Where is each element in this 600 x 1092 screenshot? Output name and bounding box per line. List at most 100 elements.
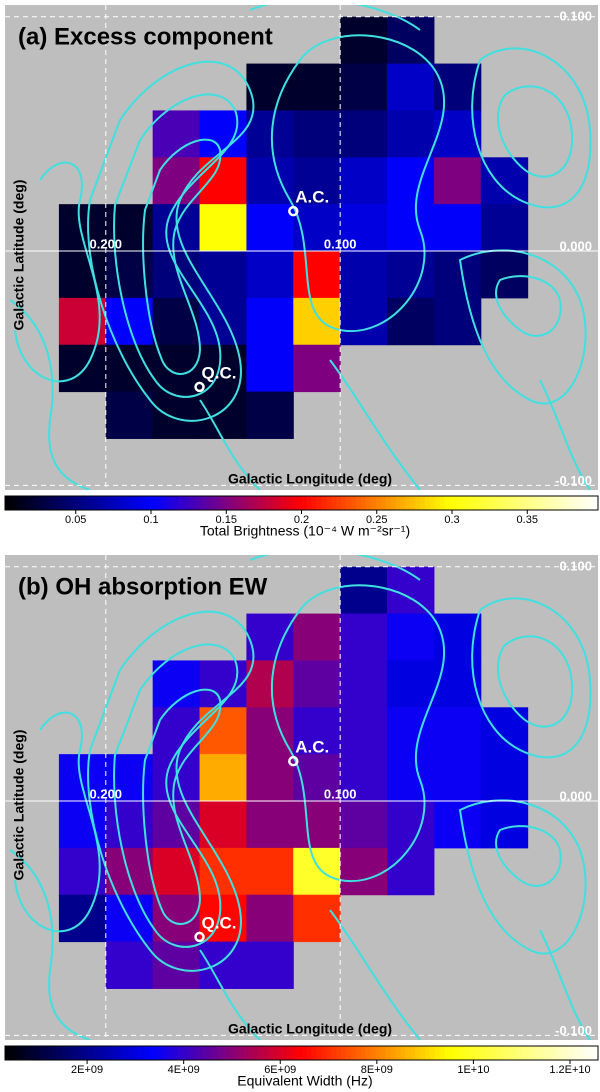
colorbar-segment bbox=[69, 1046, 75, 1060]
map bbox=[9, 5, 592, 490]
colorbar-segment bbox=[34, 1046, 41, 1060]
colorbar-segment bbox=[454, 496, 461, 510]
colorbar-segment bbox=[504, 496, 510, 510]
colorbar-segment bbox=[187, 496, 194, 510]
pixel bbox=[246, 894, 294, 943]
colorbar-tick-label: 1E+10 bbox=[457, 1064, 489, 1076]
colorbar-segment bbox=[464, 1046, 471, 1060]
y-tick-label: -0.100 bbox=[555, 473, 592, 488]
pixel bbox=[340, 566, 388, 615]
pixel bbox=[387, 847, 435, 896]
colorbar-segment bbox=[518, 496, 525, 510]
colorbar-segment bbox=[425, 496, 431, 510]
pixel bbox=[58, 204, 107, 252]
pixel bbox=[152, 110, 201, 158]
pixel bbox=[387, 110, 435, 158]
colorbar-segment bbox=[108, 496, 115, 510]
colorbar-segment bbox=[257, 1046, 263, 1060]
panel-title: (b) OH absorption EW bbox=[18, 573, 268, 600]
pixel bbox=[293, 110, 341, 158]
colorbar-segment bbox=[118, 1046, 125, 1060]
colorbar-segment bbox=[108, 1046, 115, 1060]
colorbar-segment bbox=[64, 496, 70, 510]
colorbar-segment bbox=[242, 496, 248, 510]
colorbar-segment bbox=[395, 1046, 401, 1060]
colorbar-segment bbox=[548, 1046, 555, 1060]
pixel bbox=[246, 707, 294, 755]
pixel bbox=[199, 204, 247, 252]
pixel bbox=[246, 157, 294, 205]
pixel bbox=[340, 204, 388, 252]
colorbar-segment bbox=[173, 496, 179, 510]
pixel bbox=[246, 847, 294, 896]
contour bbox=[249, 5, 421, 31]
colorbar-segment bbox=[360, 1046, 367, 1060]
colorbar-segment bbox=[291, 496, 298, 510]
contour bbox=[87, 610, 255, 972]
colorbar-segment bbox=[355, 1046, 362, 1060]
colorbar-segment bbox=[19, 496, 26, 510]
colorbar-segment bbox=[573, 1046, 579, 1060]
colorbar-segment bbox=[449, 1046, 456, 1060]
pixel bbox=[293, 660, 341, 708]
colorbar-segment bbox=[212, 1046, 219, 1060]
colorbar-segment bbox=[538, 1046, 545, 1060]
colorbar-segment bbox=[538, 496, 545, 510]
colorbar-segment bbox=[168, 1046, 174, 1060]
pixel bbox=[58, 801, 107, 849]
pixel bbox=[340, 660, 388, 708]
contour bbox=[14, 161, 101, 383]
colorbar-segment bbox=[523, 496, 530, 510]
colorbar-segment bbox=[400, 1046, 406, 1060]
contour bbox=[9, 299, 91, 490]
colorbar-segment bbox=[316, 496, 322, 510]
colorbar-segment bbox=[533, 496, 540, 510]
colorbar-segment bbox=[98, 1046, 105, 1060]
pixel bbox=[293, 847, 341, 896]
colorbar-segment bbox=[232, 496, 238, 510]
colorbar-segment bbox=[54, 496, 60, 510]
x-tick-label: 0.100 bbox=[324, 786, 357, 801]
colorbar-segment bbox=[222, 496, 228, 510]
pixel bbox=[246, 941, 294, 989]
marker-label: A.C. bbox=[295, 738, 329, 757]
pixel bbox=[387, 660, 435, 708]
colorbar-segment bbox=[513, 1046, 520, 1060]
colorbar-segment bbox=[158, 496, 164, 510]
colorbar-segment bbox=[370, 1046, 377, 1060]
colorbar-segment bbox=[44, 1046, 51, 1060]
colorbar-segment bbox=[513, 496, 520, 510]
colorbar-segment bbox=[227, 496, 233, 510]
contour bbox=[142, 688, 222, 925]
colorbar-segment bbox=[509, 496, 515, 510]
colorbar-segment bbox=[578, 1046, 584, 1060]
colorbar-segment bbox=[197, 496, 204, 510]
colorbar-segment bbox=[593, 496, 599, 510]
pixel bbox=[340, 613, 388, 661]
colorbar-segment bbox=[286, 1046, 293, 1060]
colorbar-segment bbox=[316, 1046, 322, 1060]
pixel bbox=[152, 157, 201, 205]
pixel bbox=[58, 754, 107, 802]
colorbar-segment bbox=[479, 1046, 485, 1060]
colorbar-segment bbox=[59, 1046, 65, 1060]
colorbar-segment bbox=[237, 496, 243, 510]
pixel bbox=[293, 801, 341, 849]
colorbar-segment bbox=[281, 496, 288, 510]
pixel bbox=[480, 251, 529, 299]
contour bbox=[496, 85, 574, 178]
colorbar-segment bbox=[123, 496, 130, 510]
colorbar-segment bbox=[484, 1046, 490, 1060]
colorbar-segment bbox=[207, 496, 214, 510]
pixel bbox=[246, 391, 294, 439]
colorbar-segment bbox=[182, 496, 189, 510]
colorbar-segment bbox=[553, 1046, 560, 1060]
x-tick-label: 0.100 bbox=[324, 236, 357, 251]
x-axis-label: Galactic Longitude (deg) bbox=[228, 471, 392, 487]
contour bbox=[539, 379, 591, 490]
colorbar-tick-label: 8E+09 bbox=[361, 1064, 393, 1076]
colorbar-segment bbox=[182, 1046, 189, 1060]
colorbar-segment bbox=[98, 496, 105, 510]
colorbar-segment bbox=[311, 496, 317, 510]
pixel bbox=[433, 707, 482, 755]
